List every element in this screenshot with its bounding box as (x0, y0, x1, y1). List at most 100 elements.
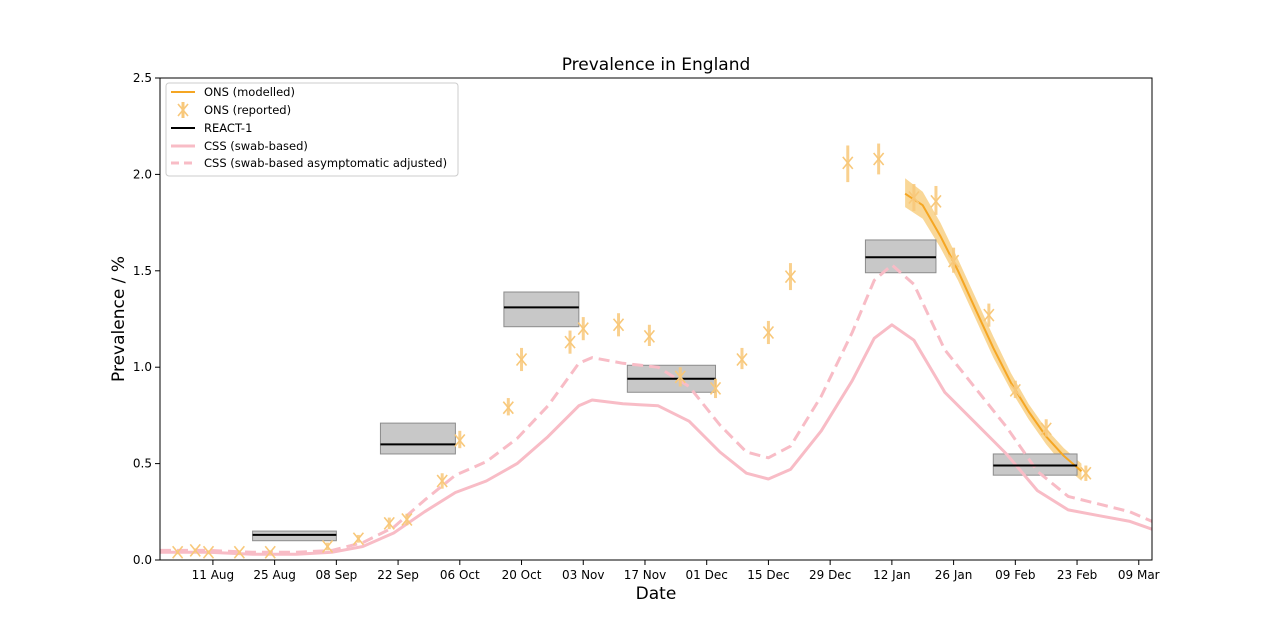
ons-reported-point-7 (352, 532, 365, 546)
x-tick-label-14: 09 Feb (995, 568, 1035, 582)
ons-reported-marker-b (321, 539, 334, 554)
ons-reported-point-25 (908, 184, 920, 212)
x-axis-label: Date (636, 584, 677, 604)
legend-label-react-1: REACT-1 (204, 121, 252, 135)
ons-reported-point-11 (454, 430, 466, 449)
ons-reported-marker-b (189, 543, 201, 557)
ons-reported-point-24 (873, 143, 885, 175)
ons-reported-marker-b (736, 352, 748, 367)
x-tick-label-1: 11 Aug (192, 568, 235, 582)
legend-label-css-swab: CSS (swab-based) (204, 139, 308, 153)
ons-reported-marker-b (643, 329, 656, 343)
legend: ONS (modelled) ONS (reported) REACT-1 CS… (165, 82, 459, 177)
y-tick-label-4: 1.5 (133, 264, 152, 278)
ons-reported-point-14 (564, 330, 576, 354)
y-tick-label-5: 2.0 (133, 167, 152, 181)
ons-reported-point-15 (577, 317, 589, 341)
ons-reported-marker-b (502, 401, 514, 415)
x-tick-label-12: 12 Jan (873, 568, 911, 582)
ons-reported-point-8 (383, 516, 395, 530)
ons-reported-point-10 (436, 473, 448, 489)
legend-label-ons-reported: ONS (reported) (204, 103, 291, 117)
ons-reported-marker-b (1040, 422, 1052, 436)
ons-reported-marker-b (352, 532, 365, 546)
legend-item-ons-modelled: ONS (modelled) (171, 85, 295, 99)
ons-reported-marker-b (454, 433, 466, 447)
y-tick-label-2: 0.5 (133, 457, 152, 471)
css-asymptomatic-adjusted-line (160, 263, 1152, 554)
ons-reported-point-26 (930, 185, 942, 215)
ons-reported-point-3 (202, 545, 215, 559)
ons-reported-marker-b (983, 308, 995, 322)
ons-reported-marker-b (762, 325, 775, 340)
ons-reported-marker-b (842, 156, 854, 170)
legend-item-css-adjusted: CSS (swab-based asymptomatic adjusted) (171, 156, 447, 170)
ons-reported-point-21 (762, 320, 775, 345)
ons-reported-marker-b (233, 545, 245, 559)
ons-reported-point-19 (709, 378, 722, 399)
ons-reported-marker-b (947, 254, 960, 268)
x-tick-label-7: 03 Nov (562, 568, 605, 582)
chart-title: Prevalence in England (562, 55, 751, 75)
ons-reported-marker-b (930, 194, 942, 208)
y-tick-label-1: 0.0 (133, 553, 152, 567)
x-tick-label-15: 23 Feb (1057, 568, 1097, 582)
x-tick-label-16: 09 Mar (1118, 568, 1160, 582)
x-tick-label-10: 15 Dec (747, 568, 789, 582)
ons-reported-point-28 (983, 303, 995, 327)
ons-reported-marker-b (264, 545, 276, 559)
ons-reported-marker-b (612, 318, 625, 332)
ons-reported-point-31 (1080, 465, 1092, 481)
plot-area (160, 143, 1152, 559)
ons-reported-marker-b (383, 516, 395, 530)
plot-frame (159, 77, 1153, 561)
ons-reported-marker-b (908, 191, 920, 205)
x-tick-label-5: 06 Oct (440, 568, 480, 582)
ons-reported-point-18 (674, 367, 686, 387)
ons-reported-point-9 (401, 512, 413, 527)
ons-reported-marker-b (784, 270, 797, 284)
ons-reported-point-5 (264, 545, 276, 559)
x-axis: 11 Aug 25 Aug 08 Sep 22 Sep 06 Oct 20 Oct 03 N… (192, 560, 1160, 582)
ons-reported-point-13 (515, 347, 528, 372)
x-tick-label-9: 01 Dec (686, 568, 728, 582)
ons-reported-marker-b (436, 474, 448, 488)
legend-item-ons-reported: ONS (reported) (177, 102, 291, 118)
x-tick-label-6: 20 Oct (502, 568, 542, 582)
ons-reported-point-17 (643, 324, 656, 346)
ons-reported-marker-b (202, 545, 215, 559)
x-tick-label-2: 25 Aug (253, 568, 296, 582)
ons-reported-marker-b (577, 322, 589, 336)
ons-reported-marker-b (674, 370, 686, 384)
legend-item-react-1: REACT-1 (171, 121, 252, 135)
y-axis-label: Prevalence / % (109, 256, 129, 382)
x-tick-label-4: 22 Sep (377, 568, 419, 582)
ons-reported-point-4 (233, 545, 245, 559)
ons-reported-marker-b (709, 381, 722, 395)
react-1-interval-3 (503, 291, 580, 328)
ons-reported-point-12 (502, 398, 514, 416)
ons-reported-point-30 (1040, 419, 1052, 437)
y-tick-label-6: 2.5 (133, 71, 152, 85)
css-swab-based-line (160, 323, 1152, 556)
legend-frame (165, 82, 459, 177)
ons-reported-point-16 (612, 313, 625, 337)
ons-reported-marker-b (1009, 383, 1021, 397)
ons-reported-marker-b (515, 352, 528, 367)
x-tick-label-8: 17 Nov (624, 568, 667, 582)
y-axis: 0.0 0.5 1.0 1.5 2.0 2.5 (133, 71, 160, 567)
ons-reported-marker-b (172, 545, 184, 559)
ons-reported-point-29 (1009, 380, 1021, 399)
x-tick-label-3: 08 Sep (316, 568, 358, 582)
ons-reported-point-27 (947, 247, 960, 273)
ons-reported-point-23 (842, 145, 854, 183)
ons-reported-marker-b (1080, 466, 1092, 480)
legend-item-css-swab: CSS (swab-based) (171, 139, 308, 153)
ons-reported-point-1 (172, 545, 184, 559)
legend-swatch-ons-reported (177, 102, 189, 118)
x-tick-label-13: 26 Jan (935, 568, 973, 582)
ons-reported-point-6 (321, 539, 334, 554)
ons-reported-marker-b (873, 152, 885, 166)
react-1-interval-2 (379, 422, 456, 455)
